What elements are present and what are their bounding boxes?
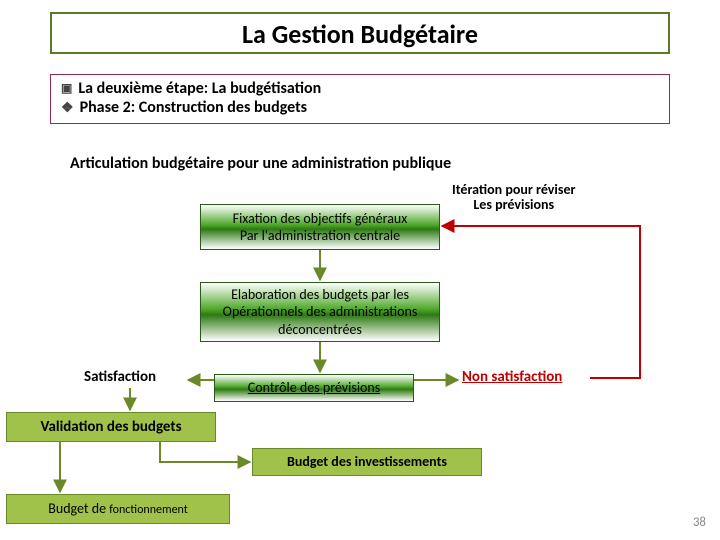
node-elaboration: Elaboration des budgets par les Opératio… bbox=[200, 282, 440, 342]
elaboration-l1: Elaboration des budgets par les bbox=[231, 286, 409, 304]
diamond-bullet-icon: ❖ bbox=[61, 99, 74, 116]
iteration-label-l1: Itération pour réviser bbox=[452, 182, 575, 197]
node-fonction: Budget de fonctionnement bbox=[6, 494, 230, 524]
phase-text-1: La deuxième étape: La budgétisation bbox=[78, 79, 321, 98]
elaboration-l2: Opérationnels des administrations bbox=[223, 303, 418, 321]
node-fixation: Fixation des objectifs généraux Par l'ad… bbox=[200, 204, 440, 250]
page-title: La Gestion Budgétaire bbox=[50, 12, 670, 54]
node-controle: Contrôle des prévisions bbox=[214, 374, 414, 402]
label-nonsatisfaction: Non satisfaction bbox=[462, 368, 562, 386]
fixation-l1: Fixation des objectifs généraux bbox=[233, 210, 408, 228]
phase-text-2: Phase 2: Construction des budgets bbox=[80, 98, 307, 117]
phase-line-2: ❖ Phase 2: Construction des budgets bbox=[61, 98, 659, 117]
iteration-label-l2: Les prévisions bbox=[452, 197, 575, 212]
phase-box: ▣ La deuxième étape: La budgétisation ❖ … bbox=[50, 74, 670, 124]
label-satisfaction: Satisfaction bbox=[84, 368, 156, 386]
phase-line-1: ▣ La deuxième étape: La budgétisation bbox=[61, 79, 659, 98]
subtitle: Articulation budgétaire pour une adminis… bbox=[70, 154, 451, 173]
fixation-l2: Par l'administration centrale bbox=[240, 227, 400, 245]
elaboration-l3: déconcentrées bbox=[278, 321, 362, 339]
node-validation: Validation des budgets bbox=[6, 412, 216, 442]
square-bullet-icon: ▣ bbox=[61, 81, 72, 96]
node-invest: Budget des investissements bbox=[252, 448, 482, 476]
page-number: 38 bbox=[693, 515, 706, 530]
iteration-label: Itération pour réviser Les prévisions bbox=[452, 182, 575, 213]
